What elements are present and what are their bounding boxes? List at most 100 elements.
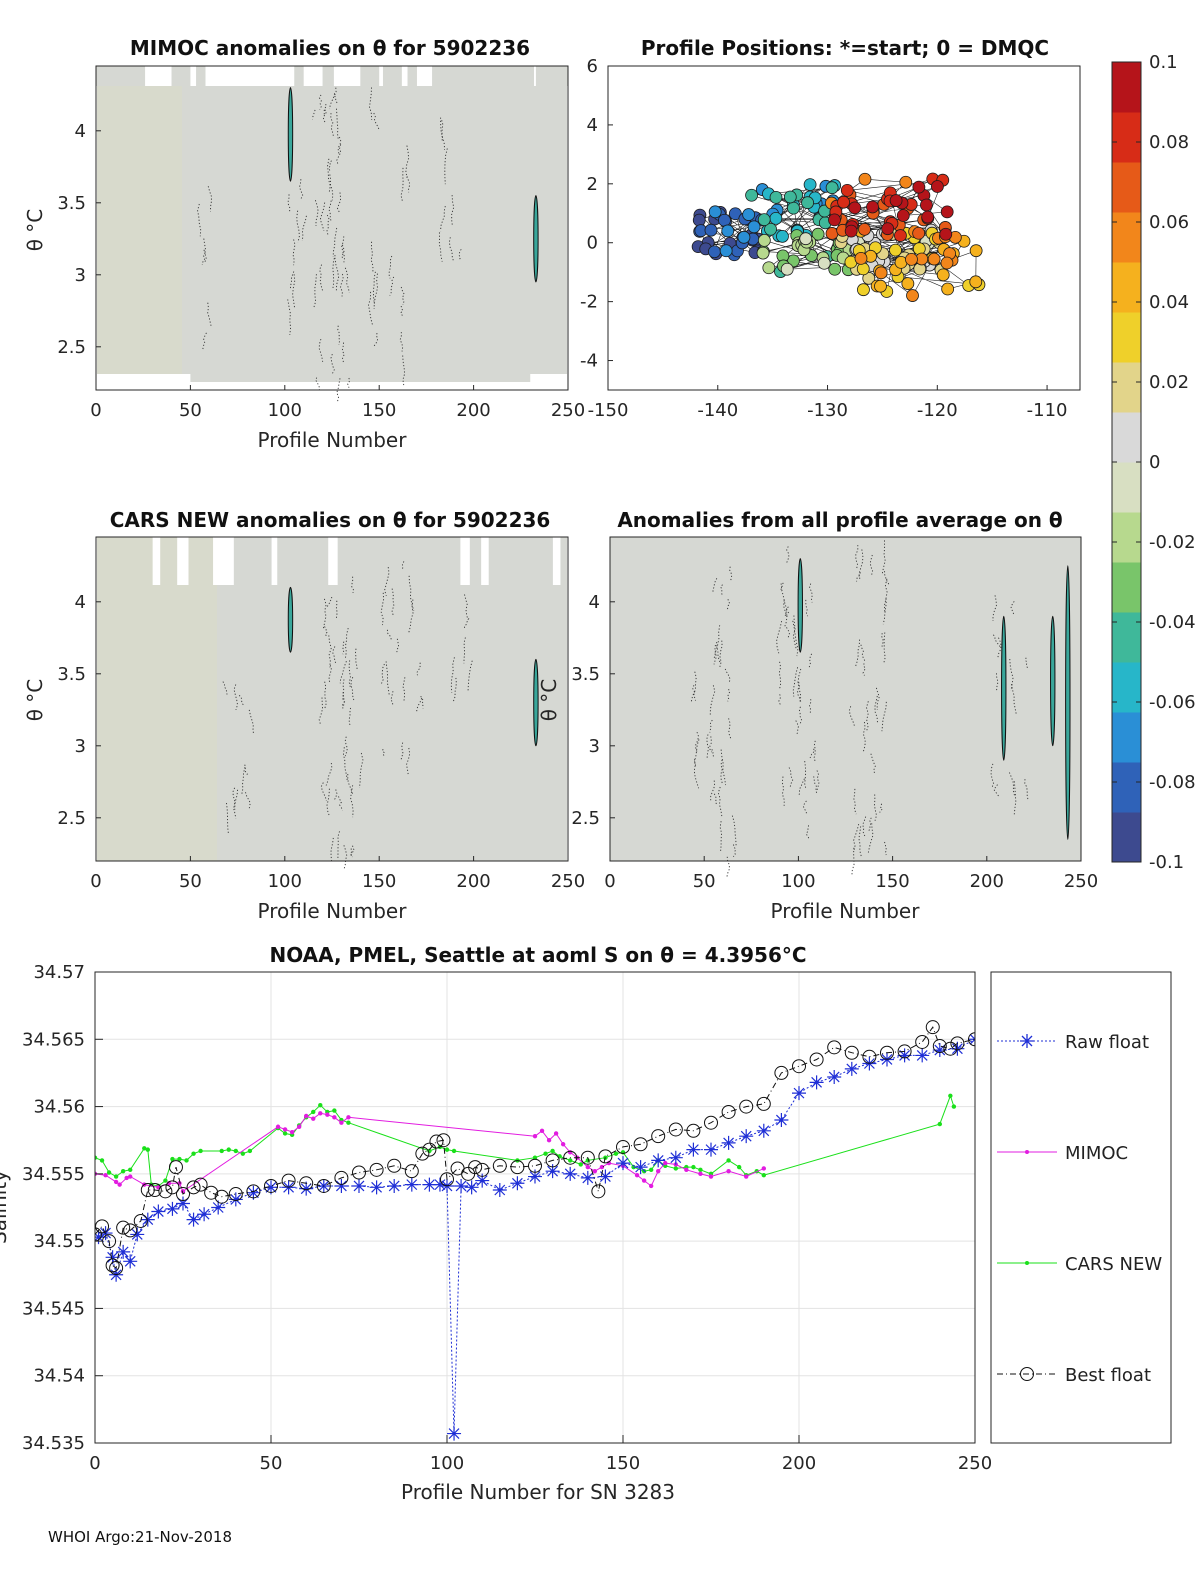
cars-xlabel: Profile Number: [258, 899, 408, 923]
cars-point: [170, 1156, 175, 1162]
contour-line: [992, 595, 997, 621]
allprof-ylabel: θ °C: [537, 679, 561, 722]
mimoc-point: [641, 1178, 647, 1183]
mimoc-point: [339, 1120, 344, 1125]
contour-line: [816, 770, 820, 791]
best-float-point: [281, 1173, 296, 1188]
cars-gap: [271, 537, 278, 585]
position-marker: [856, 262, 870, 276]
mimoc-point: [585, 1164, 590, 1170]
best-float-point: [492, 1158, 507, 1173]
contour-line: [785, 546, 790, 565]
best-float-point: [193, 1177, 208, 1192]
raw-float-point: [105, 1250, 120, 1265]
cars-gap: [177, 537, 189, 585]
contour-line: [868, 817, 872, 832]
position-marker: [801, 196, 814, 210]
position-marker: [803, 178, 817, 191]
cars-field-tint: [97, 537, 217, 861]
mimoc-filled-top: [407, 66, 417, 86]
contour-line: [783, 600, 788, 628]
mimoc-point: [180, 1189, 186, 1194]
mimoc-bottom-gap: [530, 374, 568, 390]
best-float-point: [528, 1158, 542, 1173]
contour-line: [381, 663, 385, 684]
best-float-point: [827, 1040, 842, 1055]
raw-float-point: [454, 1178, 469, 1193]
raw-float-point: [334, 1178, 349, 1193]
cars-point: [937, 1121, 942, 1127]
contour-loop: [533, 658, 539, 747]
contour-line: [401, 561, 405, 570]
colorbar-cell: [1112, 562, 1141, 613]
contour-line: [343, 747, 348, 783]
cars-point: [736, 1164, 742, 1170]
raw-float-point: [165, 1201, 180, 1216]
colorbar-cell: [1112, 412, 1141, 463]
best-float-point: [334, 1170, 349, 1185]
panel-cars: CARS NEW anomalies on θ for 5902236 0 50 1…: [23, 508, 585, 923]
raw-float-point: [915, 1048, 930, 1063]
contour-loop: [287, 87, 294, 182]
best-float-point: [844, 1045, 859, 1060]
mimoc-filled-top: [322, 66, 334, 86]
best-float-point: [246, 1184, 261, 1199]
raw-float-point: [432, 1177, 447, 1192]
raw-float-point: [897, 1048, 912, 1063]
contour-line: [720, 749, 727, 786]
mimoc-contours: [96, 66, 568, 403]
raw-float-point: [140, 1212, 155, 1227]
cars-point: [128, 1167, 133, 1173]
contour-line: [853, 788, 857, 815]
raw-float-point: [756, 1123, 771, 1138]
contour-line: [324, 681, 327, 709]
contour-loop: [1001, 615, 1007, 761]
contour-line: [338, 796, 344, 811]
best-float-point: [563, 1150, 578, 1165]
best-float-point: [915, 1034, 930, 1049]
raw-float-point: [116, 1244, 131, 1259]
position-marker: [941, 282, 955, 296]
legend-box: [990, 971, 1172, 1444]
raw-float-point: [809, 1075, 824, 1090]
contour-line: [452, 677, 457, 702]
legend-cars: CARS NEW: [997, 1254, 1162, 1275]
position-marker: [783, 190, 797, 204]
contour-line: [296, 210, 300, 243]
raw-float-point: [299, 1181, 314, 1196]
contour-line: [372, 271, 376, 305]
best-float-point: [429, 1134, 444, 1149]
best-float-point: [186, 1180, 201, 1195]
y-tick-label: 3: [75, 265, 86, 286]
position-marker: [899, 175, 913, 189]
legend-raw-marker: [1020, 1034, 1034, 1048]
best-float-point: [228, 1187, 243, 1202]
colorbar-cell: [1112, 212, 1141, 263]
contour-line: [241, 767, 246, 795]
legend-raw-float: Raw float: [997, 1032, 1149, 1053]
x-tick-label: -140: [697, 400, 738, 421]
raw-float-point: [123, 1254, 138, 1269]
contour-line: [318, 338, 324, 362]
colorbar-cell: [1112, 262, 1141, 313]
cars-x-ticks: 0 50 100 150 200 250: [90, 856, 585, 892]
mimoc-filled-top: [382, 66, 402, 86]
contour-line: [441, 120, 444, 143]
x-tick-label: 150: [875, 871, 909, 892]
position-marker: [894, 229, 907, 242]
cars-point: [451, 1148, 457, 1154]
best-float-point: [897, 1044, 912, 1059]
mimoc-filled-top: [360, 66, 380, 86]
contour-line: [341, 236, 346, 263]
contour-line: [726, 599, 731, 611]
raw-float-point: [739, 1129, 754, 1144]
x-tick-label: -150: [588, 400, 629, 421]
contour-line: [350, 785, 354, 818]
contour-line: [809, 583, 813, 603]
best-float-point: [932, 1039, 947, 1054]
raw-float-point: [352, 1178, 366, 1193]
legend-best-label: Best float: [1065, 1365, 1151, 1386]
contour-line: [245, 792, 251, 810]
raw-float-point: [792, 1086, 806, 1101]
